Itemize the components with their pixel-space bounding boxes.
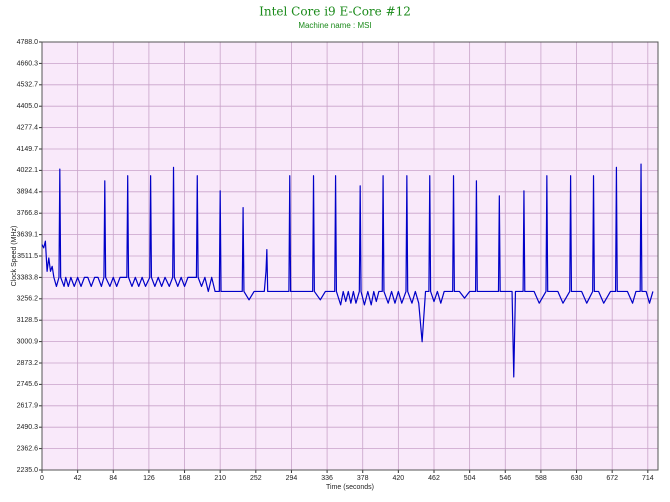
x-tick-label: 672: [606, 475, 618, 482]
y-axis-label: Clock Speed (MHz): [11, 226, 18, 287]
y-tick-label: 2617.9: [17, 403, 39, 410]
x-tick-label: 378: [357, 475, 369, 482]
y-tick-label: 3639.1: [17, 231, 39, 238]
x-tick-label: 210: [214, 475, 226, 482]
plot-border: [41, 41, 659, 471]
x-tick-label: 0: [40, 475, 44, 482]
chart-title: Intel Core i9 E-Core #12: [259, 5, 411, 19]
y-tick-label: 4149.7: [17, 146, 39, 153]
y-tick-label: 3766.8: [17, 210, 39, 217]
x-tick-label: 42: [74, 475, 82, 482]
x-tick-label: 336: [321, 475, 333, 482]
y-tick-label: 2490.3: [17, 424, 39, 431]
x-tick-label: 420: [393, 475, 405, 482]
y-tick-label: 4532.7: [17, 82, 39, 89]
x-tick-label: 714: [642, 475, 654, 482]
y-tick-label: 3256.2: [17, 296, 39, 303]
x-tick-label: 462: [428, 475, 440, 482]
y-tick-label: 2873.2: [17, 360, 39, 367]
y-tick-label: 3511.5: [17, 253, 38, 260]
y-tick-label: 3383.8: [17, 274, 39, 281]
y-tick-label: 2235.0: [17, 467, 39, 474]
x-tick-label: 252: [250, 475, 262, 482]
x-tick-label: 630: [571, 475, 583, 482]
x-tick-label: 126: [143, 475, 155, 482]
y-tick-label: 3128.5: [17, 317, 39, 324]
y-tick-label: 4022.1: [17, 167, 39, 174]
y-tick-label: 3894.4: [17, 189, 39, 196]
y-tick-label: 2745.6: [17, 381, 39, 388]
chart-subtitle: Machine name : MSI: [298, 21, 371, 30]
y-tick-label: 4788.0: [17, 39, 39, 46]
x-tick-label: 168: [179, 475, 191, 482]
x-tick-label: 504: [464, 475, 476, 482]
x-tick-label: 294: [286, 475, 298, 482]
y-tick-label: 2362.6: [17, 445, 39, 452]
y-tick-label: 3000.9: [17, 338, 39, 345]
x-tick-label: 84: [109, 475, 117, 482]
x-tick-label: 588: [535, 475, 547, 482]
y-tick-label: 4277.4: [17, 124, 39, 131]
y-tick-label: 4660.3: [17, 60, 39, 67]
x-axis-label: Time (seconds): [326, 484, 374, 491]
data-line: [41, 163, 654, 378]
x-tick-label: 546: [499, 475, 511, 482]
y-tick-label: 4405.0: [17, 103, 39, 110]
